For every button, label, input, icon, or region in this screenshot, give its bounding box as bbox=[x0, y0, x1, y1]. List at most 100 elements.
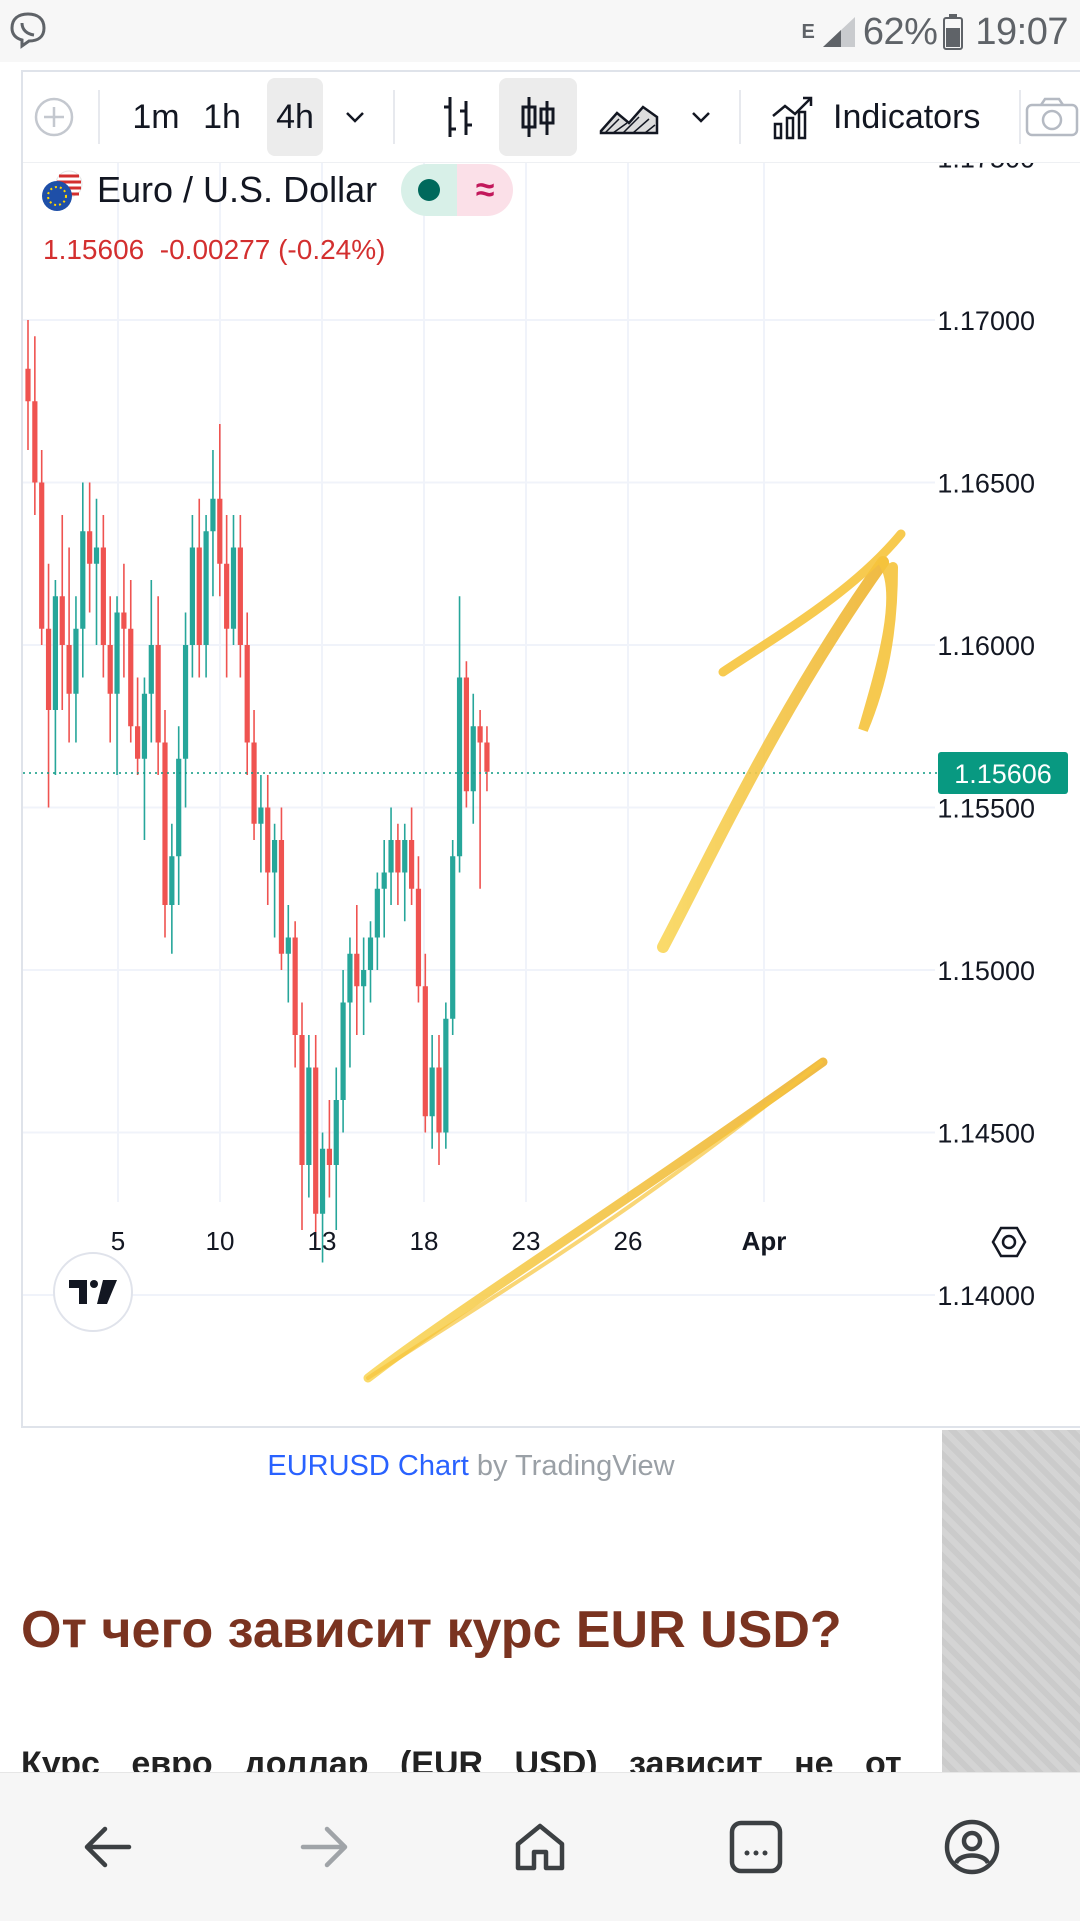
legend-values: 1.15606 -0.00277 (-0.24%) bbox=[43, 234, 385, 266]
candle-body bbox=[354, 953, 360, 987]
price-axis-label: 1.16000 bbox=[937, 631, 1035, 661]
eurusd-chart-link[interactable]: EURUSD Chart bbox=[267, 1450, 469, 1482]
candle-body bbox=[463, 677, 469, 792]
candle-body bbox=[39, 482, 45, 629]
time-axis-label: 26 bbox=[614, 1226, 643, 1256]
candle-body bbox=[162, 742, 168, 905]
upward-arrow-head-left-annotation bbox=[718, 529, 906, 677]
browser-bottom-bar bbox=[0, 1772, 1080, 1921]
candle-body bbox=[87, 531, 93, 564]
candle-body bbox=[395, 840, 401, 873]
market-status-badges[interactable]: ≈ bbox=[401, 164, 514, 216]
candle-body bbox=[107, 645, 113, 694]
interval-1h-button[interactable]: 1h bbox=[203, 97, 241, 136]
time-axis-label: 5 bbox=[111, 1226, 125, 1256]
chart-style-dropdown-button[interactable] bbox=[679, 78, 723, 156]
tabs-icon bbox=[729, 1820, 783, 1874]
candle-body bbox=[148, 645, 154, 694]
chevron-down-icon bbox=[692, 112, 710, 123]
candle-body bbox=[484, 742, 490, 772]
tradingview-logo[interactable] bbox=[53, 1252, 133, 1332]
article-paragraph-text: Курс евро доллар (EUR USD) зависит не от bbox=[21, 1745, 902, 1775]
candle-body bbox=[477, 726, 483, 743]
candles-chart-button[interactable] bbox=[499, 78, 577, 156]
back-button[interactable] bbox=[68, 1807, 148, 1887]
eur-usd-flag-icon bbox=[42, 170, 83, 211]
price-axis-label: 1.15500 bbox=[937, 794, 1035, 824]
interval-4h-button[interactable]: 4h bbox=[267, 78, 323, 156]
candlestick-icon bbox=[521, 97, 555, 137]
account-button[interactable] bbox=[932, 1807, 1012, 1887]
delayed-data-icon: ≈ bbox=[457, 164, 514, 216]
indicators-button[interactable]: Indicators bbox=[769, 78, 1009, 156]
add-symbol-button[interactable] bbox=[25, 78, 83, 156]
candle-body bbox=[155, 645, 161, 743]
candle-body bbox=[45, 628, 52, 710]
price-axis-label: 1.14000 bbox=[937, 1281, 1035, 1311]
price-axis-label: 1.17000 bbox=[937, 306, 1035, 336]
signal-icon bbox=[821, 15, 857, 49]
candle-body bbox=[415, 888, 422, 987]
toolbar-divider bbox=[98, 90, 100, 144]
candle-body bbox=[93, 547, 100, 564]
time-axis-label: 23 bbox=[512, 1226, 541, 1256]
candle-body bbox=[52, 596, 58, 710]
interval-1m-button[interactable]: 1m bbox=[132, 97, 180, 136]
network-type-label: E bbox=[801, 20, 815, 43]
forward-button[interactable] bbox=[284, 1807, 364, 1887]
candle-body bbox=[169, 856, 175, 905]
candle-body bbox=[114, 612, 120, 694]
candle-body bbox=[443, 1018, 449, 1133]
viber-icon bbox=[8, 10, 48, 50]
price-axis-label: 1.15000 bbox=[937, 956, 1035, 986]
home-button[interactable] bbox=[500, 1807, 580, 1887]
candle-body bbox=[258, 807, 264, 824]
support-trendline-annotation bbox=[363, 1057, 828, 1383]
candle-body bbox=[388, 840, 394, 873]
candle-body bbox=[299, 1035, 305, 1165]
chart-toolbar: 1m 1h 4h Indicators bbox=[23, 72, 1080, 163]
area-chart-button[interactable] bbox=[593, 78, 665, 156]
price-axis-label: 1.16500 bbox=[937, 469, 1035, 499]
candle-body bbox=[100, 547, 106, 645]
interval-dropdown-button[interactable] bbox=[333, 78, 377, 156]
candle-body bbox=[347, 953, 353, 1003]
upward-arrow-shaft-annotation bbox=[657, 556, 889, 953]
time-axis-label: 18 bbox=[410, 1226, 439, 1256]
gear-center bbox=[1001, 1234, 1017, 1250]
bars-chart-button[interactable] bbox=[423, 78, 493, 156]
candle-body bbox=[292, 937, 298, 1035]
candle-body bbox=[319, 1148, 326, 1214]
time-axis-label: Apr bbox=[742, 1226, 787, 1256]
candle-body bbox=[456, 677, 463, 857]
arrow-right-icon bbox=[300, 1826, 348, 1868]
candle-body bbox=[210, 498, 216, 532]
candlestick-chart[interactable]: 1.17500 1.17000 1.16500 1.16000 1.15500 1.150… bbox=[23, 162, 1080, 1428]
bars-icon bbox=[444, 97, 472, 137]
candle-body bbox=[59, 596, 65, 645]
candle-body bbox=[196, 547, 202, 645]
candle-body bbox=[429, 1067, 435, 1117]
battery-icon bbox=[943, 14, 964, 50]
chart-pane[interactable]: 1.17500 1.17000 1.16500 1.16000 1.15500 1.150… bbox=[23, 162, 1080, 1428]
candle-body bbox=[141, 693, 148, 759]
candle-body bbox=[121, 612, 127, 629]
snapshot-button[interactable] bbox=[1025, 78, 1080, 156]
market-open-dot-icon bbox=[401, 164, 458, 216]
clock: 19:07 bbox=[975, 10, 1068, 53]
candle-body bbox=[326, 1148, 332, 1165]
candle-body bbox=[251, 742, 257, 824]
area-chart-icon bbox=[599, 105, 659, 135]
price-change: -0.00277 bbox=[159, 234, 271, 265]
price-axis-label: 1.17500 bbox=[937, 162, 1035, 174]
candle-body bbox=[237, 547, 243, 645]
last-price-badge bbox=[938, 752, 1068, 795]
candle-body bbox=[381, 872, 387, 889]
toolbar-divider bbox=[1019, 90, 1021, 144]
chevron-down-icon bbox=[346, 112, 364, 123]
hexagon-shape bbox=[991, 1226, 1027, 1258]
tabs-button[interactable] bbox=[716, 1807, 796, 1887]
candle-body bbox=[73, 628, 79, 694]
home-icon bbox=[515, 1823, 565, 1871]
candle-body bbox=[182, 645, 189, 759]
